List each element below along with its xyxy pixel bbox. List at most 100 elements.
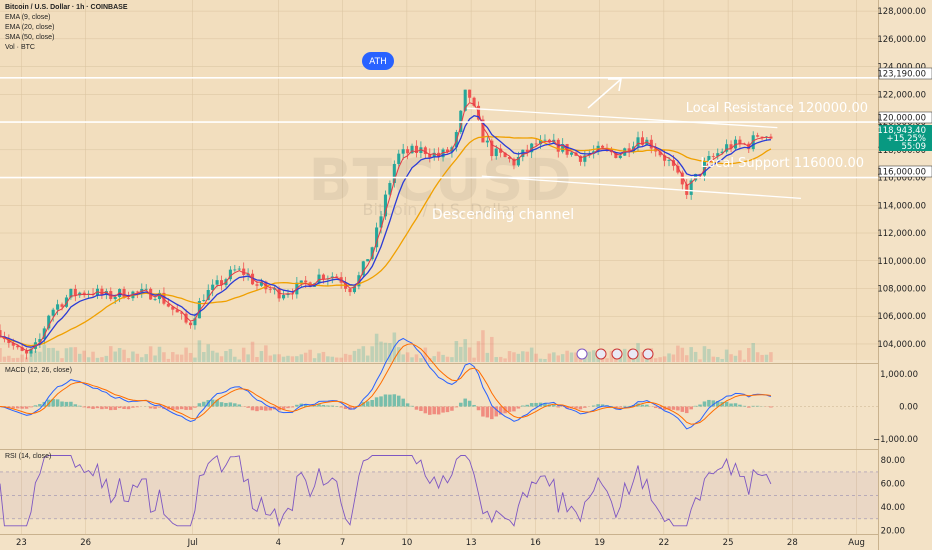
- candle-body: [335, 276, 339, 278]
- indicator-ema9[interactable]: EMA (9, close): [5, 14, 51, 21]
- volume-bar: [467, 347, 472, 362]
- volume-bar: [237, 359, 242, 362]
- volume-bar: [184, 347, 188, 362]
- time-tick-label: 23: [16, 538, 27, 548]
- candle-body: [711, 155, 715, 157]
- candle-body: [472, 97, 476, 106]
- rsi-tick-label: 20.00: [881, 526, 905, 536]
- volume-bar: [117, 348, 122, 362]
- volume-bar: [552, 352, 556, 362]
- macd-histogram-bar: [724, 401, 729, 407]
- volume-bar: [365, 355, 370, 362]
- macd-histogram-bar: [153, 406, 157, 409]
- volume-bar: [445, 356, 450, 362]
- candle-body: [663, 155, 667, 161]
- breakout-arrow: [587, 78, 622, 109]
- time-tick-label: 22: [658, 538, 669, 548]
- candle-body: [193, 318, 197, 326]
- volume-bar: [738, 350, 742, 362]
- rsi-legend: RSI (14, close): [5, 452, 51, 462]
- candle-body: [215, 280, 219, 285]
- macd-histogram-bar: [543, 403, 547, 407]
- macd-histogram-bar: [370, 399, 374, 407]
- candle-body: [282, 295, 286, 299]
- candle-body: [760, 136, 764, 138]
- volume-bar: [680, 347, 685, 362]
- volume-bar: [162, 352, 166, 362]
- candle-body: [671, 160, 675, 166]
- candle-body: [667, 160, 671, 161]
- candle-body: [299, 280, 303, 283]
- volume-bar: [228, 348, 233, 362]
- macd-histogram-bar: [202, 401, 206, 407]
- candle-body: [720, 151, 724, 154]
- volume-bar: [250, 341, 255, 362]
- time-axis[interactable]: 2326Jul4710131619222528Aug4710131: [16, 538, 932, 548]
- macd-histogram-bar: [20, 406, 24, 409]
- candle-body: [348, 288, 352, 293]
- price-tick-label: 112,000.00: [877, 229, 926, 239]
- macd-histogram-bar: [148, 406, 153, 409]
- volume-bar: [565, 350, 569, 362]
- macd-histogram-bar: [715, 401, 720, 407]
- macd-title[interactable]: MACD (12, 26, close): [5, 367, 72, 374]
- volume-bar: [401, 354, 405, 362]
- current-price-label: 118,943.40: [877, 126, 926, 136]
- candle-body: [485, 140, 489, 143]
- level-lines: [0, 77, 878, 179]
- price-tick-label: 106,000.00: [877, 312, 926, 322]
- countdown-label: 55:09: [902, 142, 927, 152]
- volume-bar: [698, 359, 702, 362]
- volume-bar: [419, 358, 423, 362]
- macd-histogram-bar: [463, 398, 467, 407]
- volume-bar: [405, 352, 410, 362]
- volume-bar: [711, 356, 716, 362]
- volume-bar: [122, 349, 126, 362]
- volume-bar: [95, 357, 100, 362]
- volume-bar: [64, 348, 69, 362]
- macd-histogram-bar: [268, 406, 273, 411]
- candle-body: [432, 152, 436, 158]
- candle-body: [640, 137, 644, 145]
- candle-body: [410, 145, 414, 154]
- indicator-ema20[interactable]: EMA (20, close): [5, 24, 55, 31]
- rsi-title[interactable]: RSI (14, close): [5, 453, 52, 460]
- candle-body: [583, 155, 587, 162]
- event-icons[interactable]: [576, 348, 654, 360]
- macd-legend: MACD (12, 26, close): [5, 366, 72, 376]
- candle-body: [499, 148, 503, 153]
- macd-histogram-bar: [365, 401, 370, 407]
- volume-bar: [622, 348, 627, 362]
- resistance-annotation: Local Resistance 120000.00: [686, 101, 868, 116]
- candle-body: [51, 309, 55, 316]
- symbol-title[interactable]: Bitcoin / U.S. Dollar · 1h · COINBASE: [5, 4, 128, 11]
- macd-histogram-bar: [565, 406, 569, 409]
- indicator-sma50[interactable]: SMA (50, close): [5, 34, 55, 41]
- volume-bar: [459, 346, 463, 362]
- macd-histogram-bar: [286, 406, 290, 409]
- volume-bar: [91, 351, 95, 362]
- volume-bar: [436, 351, 441, 362]
- candle-body: [445, 149, 450, 153]
- indicator-volume[interactable]: Vol · BTC: [5, 44, 35, 51]
- macd-histogram-bar: [233, 403, 237, 407]
- candle-body: [538, 140, 543, 145]
- macd-histogram-bar: [698, 404, 702, 407]
- candle-body: [725, 144, 729, 152]
- macd-histogram-bar: [321, 404, 326, 407]
- macd-histogram-bar: [671, 406, 676, 410]
- candle-body: [273, 288, 277, 290]
- macd-histogram-bar: [622, 405, 627, 407]
- macd-histogram-bar: [556, 406, 561, 408]
- volume-bar: [148, 346, 153, 362]
- volume-bar: [662, 356, 667, 362]
- macd-histogram-bar: [361, 402, 366, 407]
- macd-histogram-bar: [60, 401, 64, 407]
- macd-tick-label: 0.00: [899, 403, 918, 413]
- volume-bar: [299, 354, 304, 362]
- macd-histogram-bar: [614, 406, 618, 408]
- macd-histogram-bar: [259, 406, 264, 411]
- volume-bar: [171, 352, 175, 362]
- volume-bar: [529, 347, 534, 362]
